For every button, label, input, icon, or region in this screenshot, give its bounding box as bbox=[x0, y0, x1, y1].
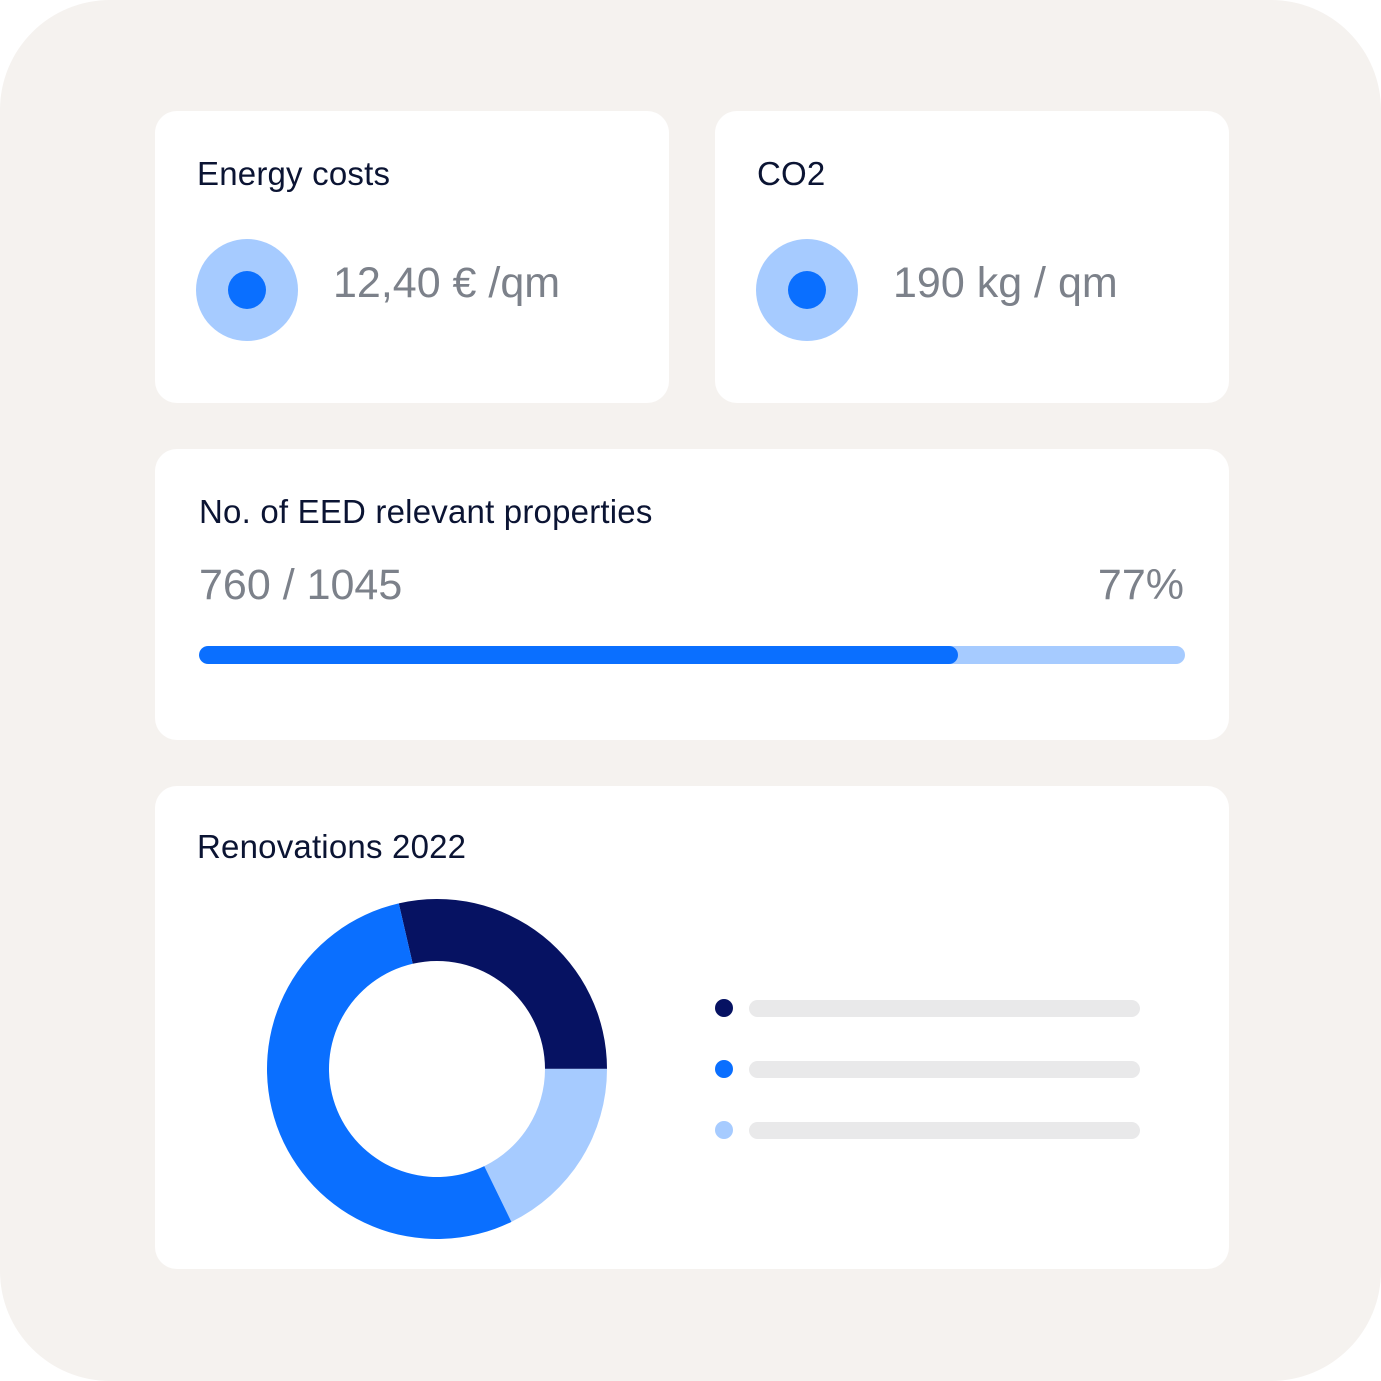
co2-value: 190 kg / qm bbox=[893, 259, 1118, 307]
legend-placeholder-bar bbox=[749, 1000, 1140, 1017]
eed-progress-fill bbox=[199, 646, 959, 664]
target-dot-icon bbox=[196, 239, 298, 341]
legend-placeholder-bar bbox=[749, 1061, 1140, 1078]
eed-progress-bar bbox=[199, 646, 1185, 664]
co2-title: CO2 bbox=[757, 155, 826, 192]
renovations-donut-chart bbox=[267, 899, 607, 1239]
legend-dot-icon bbox=[715, 999, 733, 1017]
co2-card: CO2 190 kg / qm bbox=[715, 111, 1229, 403]
eed-count: 760 / 1045 bbox=[199, 561, 403, 609]
donut-slice-0 bbox=[398, 899, 607, 1069]
eed-properties-card: No. of EED relevant properties 760 / 104… bbox=[155, 449, 1229, 740]
legend-placeholder-bar bbox=[749, 1122, 1140, 1139]
eed-percent: 77% bbox=[1097, 561, 1184, 609]
donut-slice-2 bbox=[267, 903, 512, 1239]
energy-costs-card: Energy costs 12,40 € /qm bbox=[155, 111, 669, 403]
energy-costs-value: 12,40 € /qm bbox=[333, 259, 561, 307]
renovations-title: Renovations 2022 bbox=[197, 828, 467, 865]
energy-costs-title: Energy costs bbox=[197, 155, 391, 192]
target-dot-icon bbox=[756, 239, 858, 341]
legend-dot-icon bbox=[715, 1060, 733, 1078]
donut-slice-1 bbox=[484, 1068, 607, 1222]
renovations-card: Renovations 2022 bbox=[155, 786, 1229, 1269]
eed-title: No. of EED relevant properties bbox=[199, 493, 653, 530]
legend-dot-icon bbox=[715, 1121, 733, 1139]
